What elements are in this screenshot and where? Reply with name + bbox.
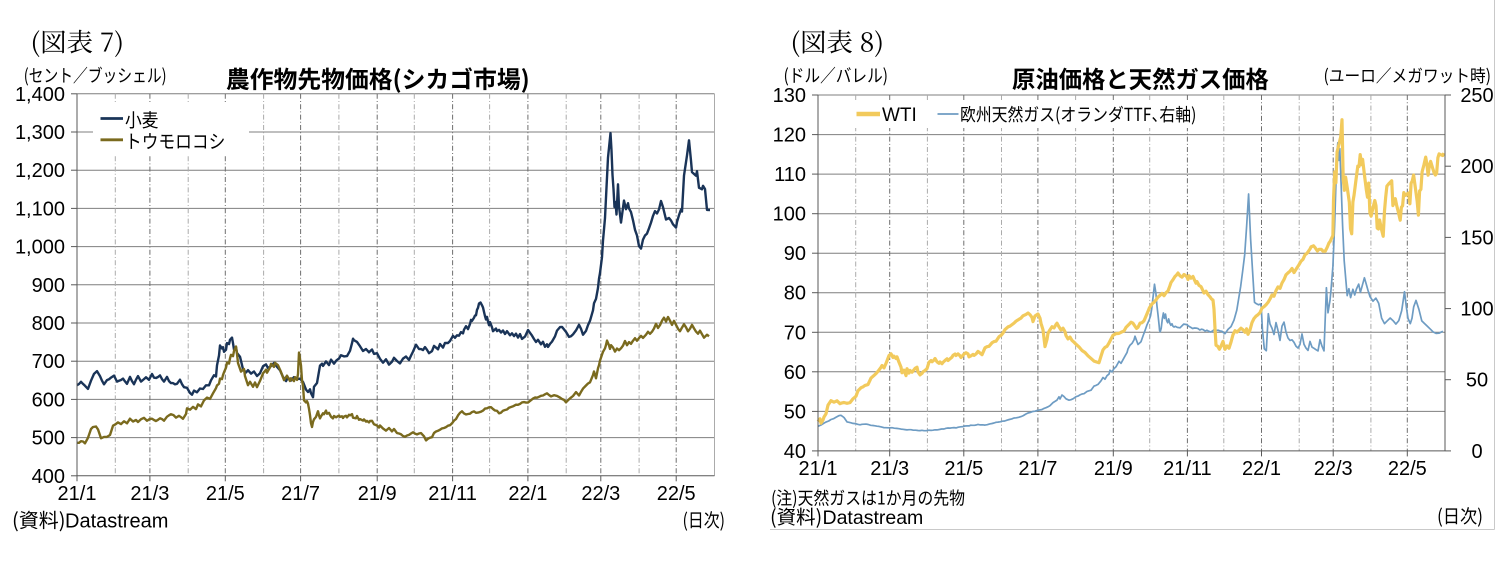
svg-text:22/3: 22/3 — [1314, 458, 1353, 480]
svg-text:40: 40 — [784, 441, 806, 463]
svg-text:22/1: 22/1 — [508, 483, 547, 505]
svg-text:0: 0 — [1471, 441, 1482, 463]
svg-text:21/1: 21/1 — [58, 483, 97, 505]
svg-text:WTI: WTI — [882, 105, 917, 126]
svg-text:21/9: 21/9 — [358, 483, 397, 505]
svg-text:250: 250 — [1460, 85, 1493, 107]
svg-text:Datastream: Datastream — [65, 511, 168, 533]
svg-text:800: 800 — [32, 313, 65, 335]
svg-text:22/1: 22/1 — [1242, 458, 1281, 480]
svg-text:1,000: 1,000 — [15, 237, 65, 259]
svg-text:80: 80 — [784, 283, 806, 305]
svg-text:50: 50 — [1466, 370, 1488, 392]
svg-text:500: 500 — [32, 428, 65, 450]
svg-text:130: 130 — [773, 85, 806, 107]
svg-text:60: 60 — [784, 362, 806, 384]
svg-text:21/3: 21/3 — [870, 458, 909, 480]
svg-text:400: 400 — [32, 466, 65, 488]
svg-text:22/3: 22/3 — [581, 483, 620, 505]
svg-text:90: 90 — [784, 243, 806, 265]
svg-text:Datastream: Datastream — [823, 507, 924, 529]
svg-text:21/5: 21/5 — [206, 483, 245, 505]
svg-text:1,200: 1,200 — [15, 160, 65, 182]
svg-text:21/11: 21/11 — [1163, 458, 1212, 480]
svg-text:22/5: 22/5 — [1388, 458, 1427, 480]
svg-text:100: 100 — [773, 204, 806, 226]
svg-text:200: 200 — [1460, 156, 1493, 178]
svg-text:110: 110 — [774, 164, 806, 186]
svg-text:21/5: 21/5 — [944, 458, 983, 480]
svg-text:70: 70 — [784, 322, 806, 344]
svg-text:900: 900 — [32, 275, 65, 297]
svg-text:120: 120 — [773, 125, 806, 147]
svg-text:100: 100 — [1460, 299, 1493, 321]
svg-text:600: 600 — [32, 389, 65, 411]
svg-text:21/1: 21/1 — [799, 458, 838, 480]
svg-text:1,300: 1,300 — [15, 122, 65, 144]
svg-text:50: 50 — [784, 401, 806, 423]
svg-text:700: 700 — [32, 351, 65, 373]
svg-text:22/5: 22/5 — [657, 483, 696, 505]
svg-text:1,400: 1,400 — [15, 84, 65, 106]
svg-text:1,100: 1,100 — [15, 198, 65, 220]
svg-text:150: 150 — [1460, 227, 1493, 249]
svg-text:21/7: 21/7 — [281, 483, 320, 505]
svg-text:21/7: 21/7 — [1018, 458, 1057, 480]
svg-text:21/9: 21/9 — [1094, 458, 1133, 480]
svg-text:21/3: 21/3 — [130, 483, 169, 505]
svg-text:21/11: 21/11 — [428, 483, 477, 505]
